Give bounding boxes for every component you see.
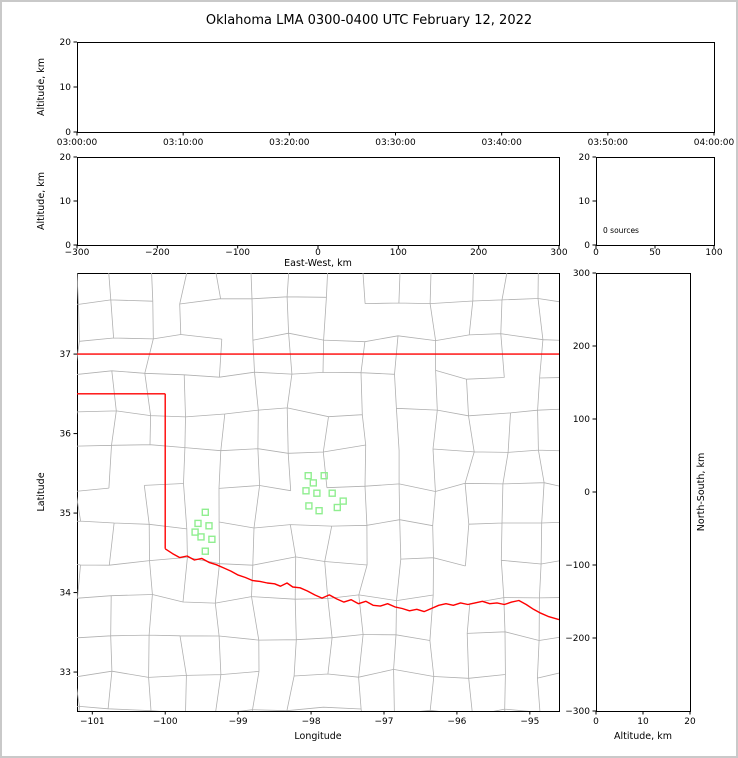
- x-tick-label: 50: [649, 248, 661, 258]
- station-marker: [309, 479, 317, 487]
- panel-frame-ew-height: [77, 157, 560, 246]
- y-tick-label: 0: [584, 241, 590, 251]
- station-marker: [333, 503, 341, 512]
- panel-plan-view: −101 −100 −99 −98 −97 −96 −95 33 34 35 36 37 Longitu…: [36, 273, 560, 742]
- y-tick-label: 0: [584, 488, 590, 498]
- figure-title: Oklahoma LMA 0300-0400 UTC February 12, …: [205, 13, 533, 28]
- station-marker: [339, 497, 347, 505]
- x-tick-label: −100: [225, 248, 250, 258]
- y-tick-label: 20: [579, 153, 591, 163]
- x-tick-label: −96: [447, 717, 466, 727]
- x-tick-label: 03:00:00: [57, 138, 98, 148]
- county-lines: [77, 273, 559, 711]
- x-tick-label: 03:30:00: [375, 138, 416, 148]
- station-marker: [315, 507, 323, 515]
- y-tick-label: 200: [573, 342, 590, 352]
- y-tick-label: −300: [565, 707, 590, 717]
- x-tick-label: 200: [470, 248, 487, 258]
- station-marker: [313, 489, 321, 497]
- panel-time-height: 03:00:00 03:10:00 03:20:00 03:30:00 03:40:00…: [36, 38, 734, 148]
- y-axis-label: Latitude: [36, 472, 47, 511]
- y-tick-label: 10: [579, 197, 591, 207]
- station-marker: [320, 472, 328, 480]
- y-tick-label: 37: [60, 350, 71, 360]
- y-tick-label: 0: [65, 128, 71, 138]
- y-tick-label: −100: [565, 561, 590, 571]
- y-tick-label: 100: [573, 415, 590, 425]
- y-tick-label: 10: [60, 197, 72, 207]
- x-tick-label: 300: [550, 248, 567, 258]
- x-tick-label: 10: [637, 717, 649, 727]
- red-river-border: [164, 548, 559, 621]
- y-tick-label: 33: [60, 668, 71, 678]
- y-tick-label: 35: [60, 509, 71, 519]
- station-marker: [208, 535, 216, 543]
- panel-frame-time-height: [77, 42, 715, 133]
- y-tick-label: −200: [565, 634, 590, 644]
- panel-alt-histogram: 0 50 100 0 10 20 0 sources: [579, 153, 723, 258]
- x-tick-label: −300: [65, 248, 90, 258]
- x-tick-label: −97: [374, 717, 393, 727]
- station-marker: [328, 489, 336, 497]
- x-tick-label: 0: [315, 248, 321, 258]
- x-tick-label: 20: [684, 717, 696, 727]
- x-tick-label: −101: [80, 717, 105, 727]
- y-tick-label: 0: [65, 241, 71, 251]
- x-tick-label: 0: [593, 248, 599, 258]
- station-marker: [205, 522, 213, 530]
- x-axis-label: Altitude, km: [614, 731, 672, 742]
- map-layers: [77, 273, 559, 711]
- x-axis-label: East-West, km: [284, 258, 352, 269]
- station-marker: [305, 502, 313, 510]
- y-axis-label: North-South, km: [696, 453, 707, 531]
- y-tick-label: 20: [60, 153, 72, 163]
- y-tick-label: 34: [60, 589, 72, 599]
- panel-ew-height: −300 −200 −100 0 100 200 300 0 10 20 East-West, km…: [36, 153, 568, 269]
- station-marker: [197, 533, 205, 541]
- x-tick-label: 0: [593, 717, 599, 727]
- y-tick-label: 300: [573, 269, 590, 279]
- y-tick-label: 10: [60, 83, 72, 93]
- station-marker: [302, 487, 310, 495]
- x-axis-label: Longitude: [294, 731, 341, 742]
- station-marker: [194, 519, 202, 528]
- x-tick-label: 100: [390, 248, 407, 258]
- y-axis-label: Altitude, km: [36, 58, 47, 116]
- y-tick-label: 20: [60, 38, 72, 48]
- x-tick-label: 100: [705, 248, 722, 258]
- station-marker: [304, 472, 312, 480]
- panel-frame-ns-height: [596, 273, 691, 712]
- x-tick-label: −98: [302, 717, 321, 727]
- y-axis-label: Altitude, km: [36, 172, 47, 230]
- x-tick-label: −95: [520, 717, 539, 727]
- x-tick-label: −200: [145, 248, 170, 258]
- x-tick-label: 03:50:00: [588, 138, 629, 148]
- x-tick-label: 03:20:00: [269, 138, 310, 148]
- sources-annotation: 0 sources: [603, 226, 639, 235]
- panel-ns-height: 0 10 20 −300 −200 −100 0 100 200 300 Altitude, km N…: [565, 269, 707, 742]
- x-tick-label: 04:00:00: [694, 138, 735, 148]
- x-tick-label: −99: [229, 717, 248, 727]
- x-tick-label: 03:10:00: [163, 138, 204, 148]
- station-marker: [201, 508, 210, 516]
- station-marker: [201, 547, 210, 555]
- y-tick-label: 36: [60, 430, 72, 440]
- station-marker: [191, 528, 199, 536]
- x-tick-label: −100: [153, 717, 178, 727]
- x-tick-label: 03:40:00: [481, 138, 522, 148]
